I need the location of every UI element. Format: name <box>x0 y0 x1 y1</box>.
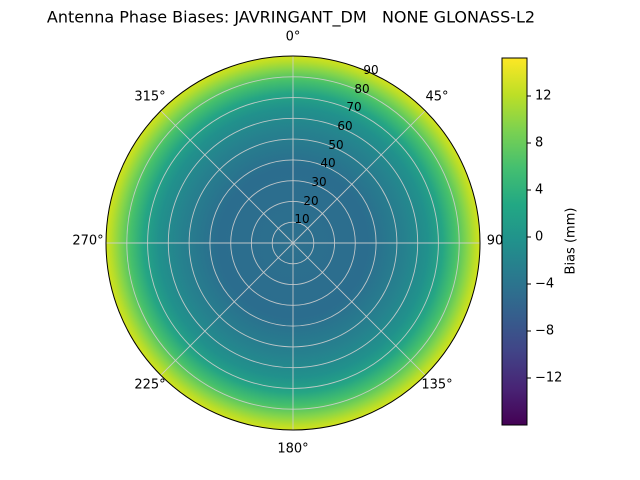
colorbar-tick-0: 0 <box>535 229 544 245</box>
angle-label-225: 225° <box>134 377 166 393</box>
colorbar-tick-12: 12 <box>535 88 552 104</box>
angle-label-270: 270° <box>72 233 104 249</box>
radial-label-90: 90 <box>363 63 379 77</box>
polar-outline <box>105 55 481 431</box>
radial-label-40: 40 <box>320 156 336 170</box>
radial-label-50: 50 <box>328 138 344 152</box>
radial-label-80: 80 <box>354 82 370 96</box>
plot-title: Antenna Phase Biases: JAVRINGANT_DM NONE… <box>46 7 536 27</box>
colorbar-tick-8: 8 <box>535 135 544 151</box>
colorbar-tick-4: 4 <box>535 182 544 198</box>
angle-label-315: 315° <box>134 89 166 105</box>
polar-grid-spokes <box>106 56 480 430</box>
colorbar-tick-marks <box>527 95 531 379</box>
radial-label-30: 30 <box>311 175 327 189</box>
angle-label-0: 0° <box>285 29 301 45</box>
radial-label-70: 70 <box>346 100 362 114</box>
radial-label-10: 10 <box>294 212 310 226</box>
angle-label-45: 45° <box>425 89 449 105</box>
angle-label-135: 135° <box>421 377 453 393</box>
colorbar <box>501 57 528 426</box>
radial-label-20: 20 <box>303 194 319 208</box>
colorbar-axis-label: Bias (mm) <box>563 207 579 275</box>
colorbar-tick-n12: −12 <box>535 370 563 386</box>
colorbar-tick-n4: −4 <box>535 276 555 292</box>
angle-label-90: 90 <box>486 233 504 249</box>
angle-label-180: 180° <box>277 441 309 457</box>
colorbar-tick-n8: −8 <box>535 323 555 339</box>
radial-label-60: 60 <box>337 119 353 133</box>
